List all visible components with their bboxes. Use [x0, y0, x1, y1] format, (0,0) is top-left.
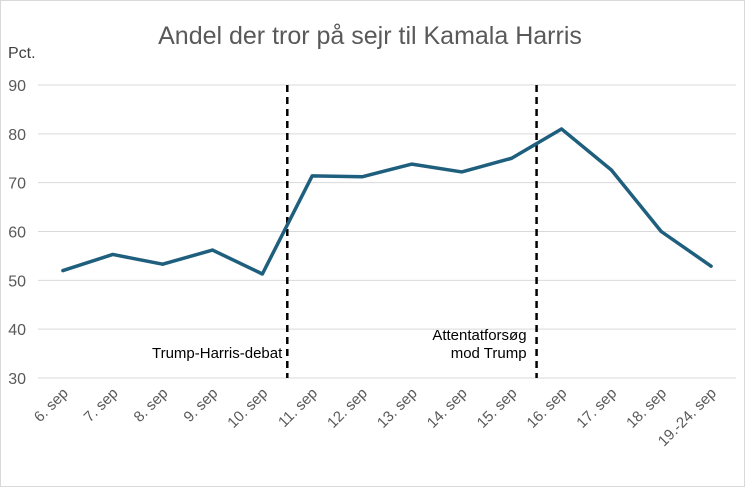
data-point [510, 156, 514, 160]
x-tick-label: 11. sep [275, 385, 321, 431]
data-point [310, 174, 314, 178]
data-point [460, 170, 464, 174]
chart-title: Andel der tror på sejr til Kamala Harris [158, 22, 582, 50]
x-tick-label: 6. sep [31, 385, 72, 426]
data-point [260, 272, 264, 276]
x-tick-label: 7. sep [81, 385, 122, 426]
x-tick-label: 16. sep [524, 385, 571, 432]
data-point [161, 262, 165, 266]
data-point [410, 162, 414, 166]
x-tick-label: 17. sep [573, 385, 620, 432]
x-tick-label: 10. sep [224, 385, 271, 432]
x-axis-ticks: 6. sep 7. sep 8. sep 9. sep 10. sep 11. sep 12… [31, 385, 720, 450]
y-tick-label: 90 [8, 78, 26, 95]
x-tick-label: 14. sep [424, 385, 471, 432]
data-point [111, 252, 115, 256]
x-tick-label: 8. sep [131, 385, 172, 426]
y-tick-label: 40 [8, 322, 26, 339]
y-tick-label: 60 [8, 225, 26, 242]
data-series [61, 127, 713, 276]
x-tick-label: 15. sep [474, 385, 521, 432]
data-point [61, 269, 65, 273]
event-annotation: mod Trump [451, 345, 527, 362]
series-line [61, 127, 713, 276]
y-tick-label: 30 [8, 371, 26, 388]
event-annotation: Trump-Harris-debat [152, 345, 283, 362]
data-point [211, 248, 214, 252]
x-tick-label: 18. sep [623, 385, 670, 432]
y-axis-label: Pct. [8, 45, 36, 62]
x-tick-label: 9. sep [180, 385, 221, 426]
gridlines [38, 84, 736, 379]
data-point [360, 175, 364, 179]
data-point [659, 230, 663, 233]
data-point [709, 264, 713, 268]
y-tick-label: 70 [8, 176, 26, 193]
y-axis-ticks: 30 40 50 60 70 80 90 [8, 78, 26, 388]
y-tick-label: 80 [8, 127, 26, 144]
x-tick-label: 12. sep [324, 385, 371, 432]
data-point [560, 127, 563, 131]
x-tick-label: 13. sep [374, 385, 421, 432]
data-point [609, 168, 613, 172]
y-tick-label: 50 [8, 273, 26, 290]
event-annotation: Attentatforsøg [432, 327, 526, 344]
event-dividers [286, 85, 538, 378]
